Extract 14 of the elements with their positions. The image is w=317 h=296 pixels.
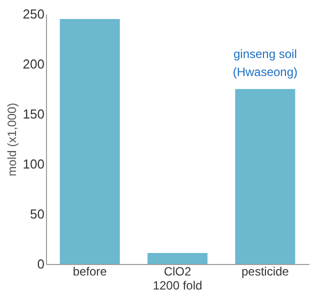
y-tick-label: 200 <box>22 56 44 72</box>
annotation: ginseng soil (Hwaseong) <box>232 47 298 79</box>
y-tick-label: 50 <box>30 206 44 222</box>
bar <box>148 253 208 264</box>
x-tick-label: pesticide <box>241 264 290 278</box>
y-tick-label: 250 <box>22 6 44 22</box>
y-axis-title: mold (x1,000) <box>4 102 19 176</box>
bar <box>235 89 296 264</box>
y-tick-label: 150 <box>22 106 44 122</box>
x-tick-label: before <box>72 264 108 278</box>
x-tick-label: ClO2 1200 fold <box>152 264 202 292</box>
y-tick-label: 100 <box>22 156 44 172</box>
bar <box>60 19 120 264</box>
y-tick-label: 0 <box>37 256 44 272</box>
